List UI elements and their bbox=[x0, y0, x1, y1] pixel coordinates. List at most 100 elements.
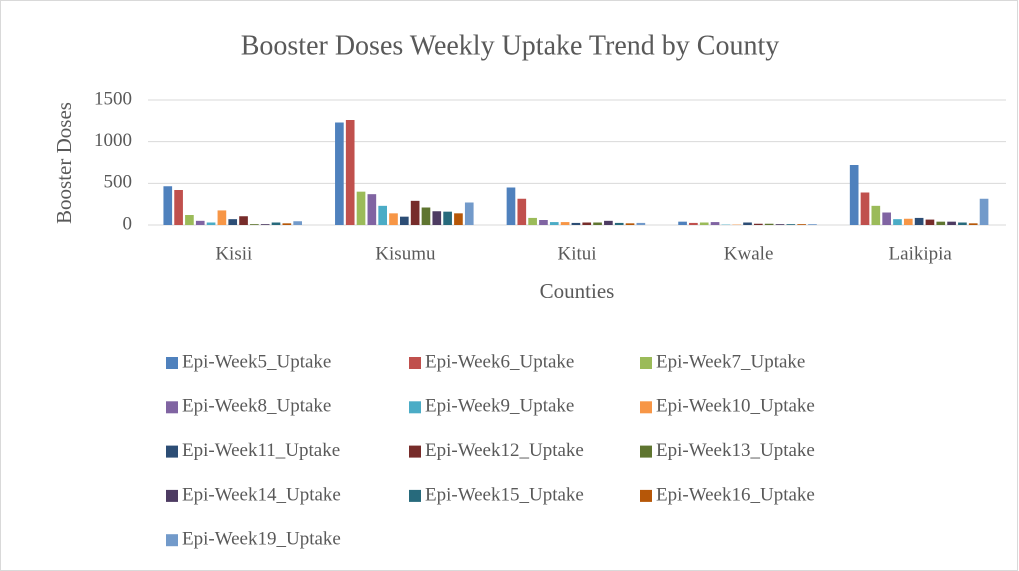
bar bbox=[506, 187, 516, 225]
legend-label: Epi-Week14_Uptake bbox=[182, 484, 341, 505]
bar bbox=[410, 200, 420, 225]
bar bbox=[195, 220, 205, 225]
bar bbox=[282, 223, 292, 225]
bar bbox=[345, 120, 355, 225]
bar bbox=[743, 222, 752, 225]
bar bbox=[754, 223, 763, 225]
legend-swatch bbox=[640, 401, 652, 414]
x-tick-label: Kisumu bbox=[375, 243, 436, 264]
y-tick-label: 0 bbox=[123, 213, 133, 234]
bar bbox=[260, 224, 270, 225]
legend-swatch bbox=[409, 489, 421, 502]
bar bbox=[432, 211, 442, 225]
bar bbox=[764, 223, 774, 225]
bar bbox=[786, 224, 796, 225]
bar bbox=[871, 205, 881, 225]
bar bbox=[163, 186, 173, 225]
bar bbox=[464, 202, 474, 225]
legend-label: Epi-Week12_Uptake bbox=[425, 440, 584, 461]
bar bbox=[710, 222, 720, 225]
legend-swatch bbox=[409, 357, 421, 369]
bar bbox=[979, 198, 989, 225]
x-tick-label: Kisii bbox=[215, 243, 252, 264]
bar bbox=[925, 219, 935, 225]
bar bbox=[335, 122, 344, 225]
bar bbox=[604, 220, 613, 225]
bar bbox=[206, 222, 216, 225]
bar bbox=[882, 212, 891, 225]
legend-label: Epi-Week15_Uptake bbox=[425, 484, 584, 505]
bar bbox=[217, 210, 227, 225]
x-tick-label: Kitui bbox=[557, 243, 596, 264]
bar bbox=[678, 221, 687, 225]
bar bbox=[593, 222, 602, 225]
bar bbox=[614, 222, 624, 225]
x-tick-label: Laikipia bbox=[889, 243, 953, 264]
bar bbox=[293, 221, 302, 225]
bar bbox=[356, 191, 366, 225]
legend-swatch bbox=[640, 357, 652, 369]
bar bbox=[378, 205, 387, 225]
bar bbox=[454, 213, 463, 225]
legend-swatch bbox=[166, 357, 178, 369]
legend-label: Epi-Week6_Uptake bbox=[425, 351, 574, 372]
bar bbox=[582, 222, 592, 225]
bar bbox=[185, 215, 194, 225]
legend-label: Epi-Week10_Uptake bbox=[656, 396, 815, 417]
bar bbox=[903, 218, 913, 225]
bar bbox=[174, 190, 183, 225]
bar bbox=[517, 198, 527, 225]
y-tick-label: 500 bbox=[104, 172, 133, 193]
bar bbox=[849, 165, 859, 225]
bar bbox=[421, 207, 431, 225]
bar bbox=[399, 216, 409, 225]
legend-swatch bbox=[409, 445, 421, 458]
bar bbox=[808, 224, 817, 225]
bar bbox=[797, 224, 806, 225]
legend-swatch bbox=[166, 534, 178, 547]
bar bbox=[443, 211, 452, 225]
legend-label: Epi-Week8_Uptake bbox=[182, 396, 331, 417]
chart-title: Booster Doses Weekly Uptake Trend by Cou… bbox=[241, 30, 780, 61]
bar bbox=[367, 194, 377, 225]
legend-label: Epi-Week5_Uptake bbox=[182, 351, 331, 372]
bar bbox=[228, 219, 238, 225]
bar bbox=[560, 222, 570, 225]
legend-swatch bbox=[166, 445, 178, 458]
bar bbox=[539, 220, 548, 225]
x-tick-label: Kwale bbox=[724, 243, 774, 264]
bar bbox=[958, 222, 967, 225]
legend-swatch bbox=[640, 445, 652, 458]
legend-swatch bbox=[640, 489, 652, 502]
bar bbox=[271, 222, 281, 225]
legend-swatch bbox=[166, 401, 178, 414]
legend-label: Epi-Week9_Uptake bbox=[425, 396, 574, 417]
bar bbox=[968, 223, 978, 225]
bar bbox=[860, 192, 870, 225]
bar bbox=[636, 222, 646, 225]
bar bbox=[775, 224, 785, 225]
bar bbox=[528, 217, 537, 225]
bar bbox=[914, 217, 924, 225]
legend-label: Epi-Week7_Uptake bbox=[656, 351, 805, 372]
bar bbox=[625, 223, 635, 225]
bar bbox=[699, 222, 709, 225]
legend-label: Epi-Week11_Uptake bbox=[182, 440, 340, 461]
y-tick-label: 1500 bbox=[94, 88, 132, 109]
bar bbox=[389, 213, 398, 225]
bar bbox=[239, 216, 248, 225]
legend-label: Epi-Week16_Uptake bbox=[656, 484, 815, 505]
bar bbox=[571, 222, 581, 225]
legend-label: Epi-Week13_Uptake bbox=[656, 440, 815, 461]
legend-swatch bbox=[409, 401, 421, 414]
bar bbox=[250, 224, 259, 225]
bar bbox=[893, 219, 902, 225]
legend-label: Epi-Week19_Uptake bbox=[182, 529, 341, 550]
y-tick-label: 1000 bbox=[94, 130, 132, 151]
bar bbox=[549, 222, 559, 225]
x-axis-label: Counties bbox=[540, 279, 615, 303]
bar bbox=[689, 222, 698, 225]
legend-swatch bbox=[166, 489, 178, 502]
